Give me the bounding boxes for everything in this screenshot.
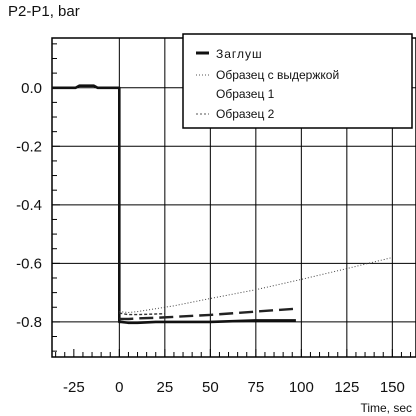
x-tick-label: 75	[247, 379, 264, 396]
legend-label-obrazec-2: Образец 2	[216, 107, 275, 121]
y-tick-label: 0.0	[21, 80, 42, 97]
series-line-4	[119, 312, 165, 316]
x-tick-label: 150	[380, 379, 405, 396]
x-tick-label: 125	[334, 379, 359, 396]
y-axis-title: P2-P1, bar	[8, 3, 80, 20]
y-tick-label: -0.2	[16, 138, 42, 155]
x-tick-label: 0	[115, 379, 123, 396]
x-axis-title: Time, sec	[360, 401, 412, 415]
minor-ticks	[52, 43, 412, 357]
x-tick-label: -25	[63, 379, 85, 396]
y-tick-labels: 0.0 -0.2 -0.4 -0.6 -0.8	[16, 80, 42, 331]
legend-label-zaglush: Заглуш	[216, 47, 263, 61]
x-tick-label: 50	[202, 379, 219, 396]
y-tick-label: -0.4	[16, 197, 42, 214]
y-tick-label: -0.8	[16, 314, 42, 331]
x-tick-label: 25	[156, 379, 173, 396]
legend: Заглуш Образец с выдержкой Образец 1 Обр…	[182, 33, 413, 129]
legend-label-obrazec-1: Образец 1	[216, 87, 275, 101]
y-tick-label: -0.6	[16, 255, 42, 272]
x-tick-label: 100	[289, 379, 314, 396]
x-tick-labels: -25 0 25 50 75 100 125 150	[63, 379, 405, 396]
legend-label-obrazec-s-vyderzhkoy: Образец с выдержкой	[216, 68, 339, 82]
series-line-1	[52, 84, 296, 325]
series-layer	[52, 84, 393, 325]
series-line-3	[119, 307, 296, 321]
legend-box	[182, 33, 413, 129]
